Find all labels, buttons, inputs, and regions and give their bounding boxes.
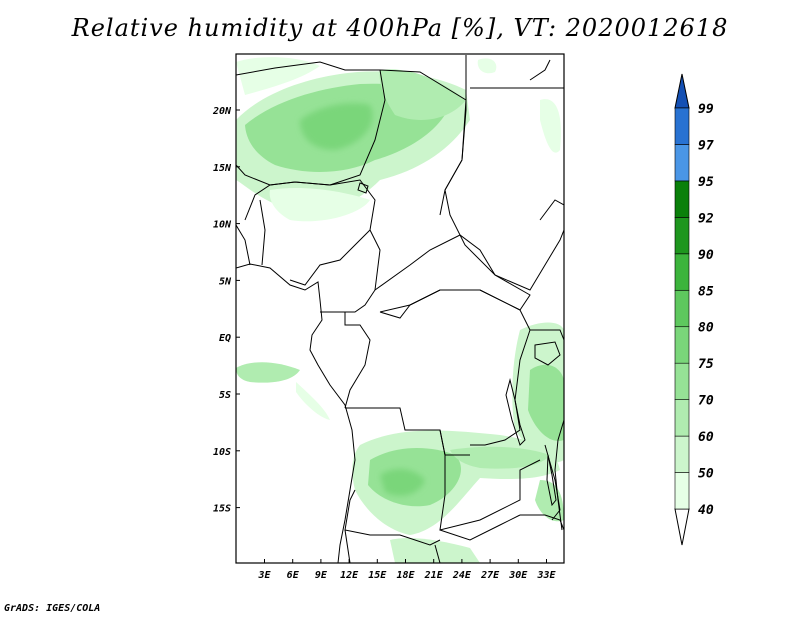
boundary-zambia-zimbabwe — [439, 514, 521, 541]
lon-label: 6E — [287, 570, 300, 581]
colorbar-label: 97 — [698, 138, 714, 153]
lake-tanganyika — [505, 378, 526, 446]
boundary-drc-east — [470, 329, 531, 446]
colorbar-label: 92 — [698, 211, 714, 226]
lat-label: 20N — [212, 106, 232, 117]
lat-label: 15S — [213, 504, 231, 515]
boundary-tanzania — [530, 329, 564, 341]
rh-region-zambia-band — [450, 446, 550, 469]
lon-label: 9E — [315, 570, 328, 581]
rh-region-gulf-of-guinea — [236, 362, 300, 383]
lakes — [357, 182, 561, 507]
country-boundaries — [236, 55, 564, 563]
boundary-sudan-south — [444, 189, 564, 291]
colorbar-label: 95 — [698, 175, 714, 190]
coastline-red-sea — [529, 59, 551, 81]
boundary-mozambique — [520, 514, 564, 531]
coastline-west-africa — [236, 263, 356, 563]
colorbar-label: 70 — [698, 394, 714, 409]
boundary-car — [374, 234, 531, 313]
colorbar-label: 60 — [698, 430, 714, 445]
rh-region-gulf-streak — [296, 382, 330, 420]
boundary-drc-north — [379, 289, 531, 331]
lat-label: EQ — [219, 333, 231, 344]
lat-label: 5N — [219, 276, 232, 287]
rh-region-east-patch — [540, 99, 561, 153]
colorbar-box — [674, 217, 690, 255]
rh-region-nigeria-patch — [269, 188, 370, 222]
boundary-angola-south — [344, 489, 441, 546]
boundary-namibia — [344, 529, 351, 563]
colorbar-box — [674, 180, 690, 218]
lat-label: 10N — [213, 220, 232, 231]
lon-label: 24E — [452, 570, 472, 581]
lon-label: 27E — [480, 570, 500, 581]
colorbar-box — [674, 435, 690, 473]
lake-victoria — [534, 341, 561, 366]
boundary-nigeria — [244, 179, 376, 286]
colorbar-box — [674, 253, 690, 291]
map-frame — [235, 53, 565, 564]
colorbar-label: 85 — [698, 284, 714, 299]
humidity-shading — [236, 57, 564, 563]
lake-chad — [357, 182, 369, 194]
rh-region-sahel-peak — [300, 103, 373, 150]
lon-label: 33E — [536, 570, 556, 581]
rh-region-niger-east — [379, 69, 466, 120]
colorbar-label: 40 — [698, 503, 714, 518]
lon-label: 18E — [396, 570, 415, 581]
colorbar-box — [674, 399, 690, 437]
boundary-ghana — [236, 224, 251, 266]
rh-region-south-patch — [390, 537, 480, 563]
lon-label: 15E — [368, 570, 387, 581]
colorbar-box — [674, 144, 690, 182]
colorbar-box — [674, 326, 690, 364]
coastline-east-africa — [554, 419, 564, 531]
boundary-zambia — [439, 429, 541, 531]
coastline — [236, 59, 564, 563]
colorbar-label: 50 — [698, 467, 714, 482]
map-axes: 20N 15N 10N 5N EQ 5S 10S 15S 3E 6E 9E 12E 15E 18E 21E 2… — [212, 106, 557, 581]
lon-label: 12E — [340, 570, 359, 581]
boundary-congo — [320, 311, 371, 409]
colorbar-box — [674, 107, 690, 145]
boundary-ethiopia — [539, 199, 564, 221]
rh-region-great-lakes-core — [528, 364, 564, 441]
boundary-chad-sudan — [444, 55, 467, 191]
grads-credit: GrADS: IGES/COLA — [4, 603, 101, 614]
lon-label: 30E — [508, 570, 528, 581]
colorbar: 40 50 60 70 75 80 85 90 92 95 97 99 — [674, 73, 714, 546]
colorbar-label: 90 — [698, 248, 714, 263]
colorbar-label: 99 — [698, 102, 714, 117]
colorbar-label: 80 — [698, 321, 714, 336]
boundary-drc-angola — [345, 407, 470, 456]
colorbar-bottom-arrow — [674, 508, 690, 546]
colorbar-label: 75 — [698, 357, 714, 372]
lat-label: 5S — [219, 390, 231, 401]
boundary-cameroon — [320, 229, 381, 313]
rh-region-sahel-north — [236, 57, 320, 95]
chart-title: Relative humidity at 400hPa [%], VT: 202… — [71, 14, 729, 42]
colorbar-box — [674, 472, 690, 510]
colorbar-top-arrow — [674, 73, 690, 109]
boundary-benin — [259, 199, 266, 266]
rh-region-ne-patch — [477, 58, 497, 74]
colorbar-box — [674, 362, 690, 400]
lon-label: 3E — [257, 570, 271, 581]
lat-label: 15N — [213, 163, 232, 174]
lon-label: 21E — [424, 570, 444, 581]
lake-malawi — [546, 454, 557, 507]
colorbar-box — [674, 289, 690, 328]
lat-label: 10S — [213, 447, 231, 458]
rh-region-angola-peak — [380, 468, 425, 496]
boundary-botswana — [434, 544, 441, 563]
